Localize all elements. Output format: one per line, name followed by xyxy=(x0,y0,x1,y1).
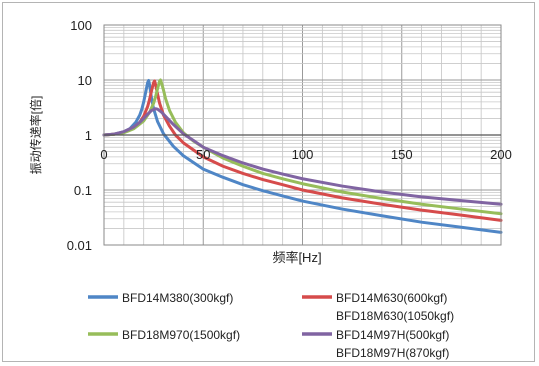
legend-label-3: BFD18M970(1500kgf) xyxy=(122,328,240,342)
y-tick-label: 10 xyxy=(78,73,92,88)
x-tick-label: 0 xyxy=(100,147,107,162)
series-layer xyxy=(102,78,503,234)
y-axis-label: 振动传递率[倍] xyxy=(28,96,43,175)
x-axis-label: 频率[Hz] xyxy=(272,250,321,265)
x-tick-label: 200 xyxy=(490,147,512,162)
tick-labels: 0 50 100 150 200 0.01 0.1 1 10 100 xyxy=(67,18,512,253)
y-tick-label: 1 xyxy=(85,128,92,143)
series-line-4 xyxy=(102,107,503,206)
legend-label-2: BFD14M630(600kgf) xyxy=(336,291,447,305)
legend-label-2-line2: BFD18M630(1050kgf) xyxy=(336,309,454,323)
axes xyxy=(103,24,502,246)
x-tick-label: 50 xyxy=(196,147,210,162)
legend-label-1: BFD14M380(300kgf) xyxy=(122,291,233,305)
y-tick-label: 100 xyxy=(70,18,92,33)
x-tick-label: 100 xyxy=(292,147,314,162)
legend-label-4-line2: BFD18M97H(870kgf) xyxy=(336,346,449,360)
legend: BFD14M380(300kgf) BFD14M630(600kgf) BFD18M… xyxy=(88,291,454,360)
y-tick-label: 0.1 xyxy=(74,183,92,198)
x-tick-label: 150 xyxy=(391,147,413,162)
y-tick-label: 0.01 xyxy=(67,238,92,253)
legend-label-4: BFD14M97H(500kgf) xyxy=(336,328,449,342)
series-line-1 xyxy=(102,78,503,234)
